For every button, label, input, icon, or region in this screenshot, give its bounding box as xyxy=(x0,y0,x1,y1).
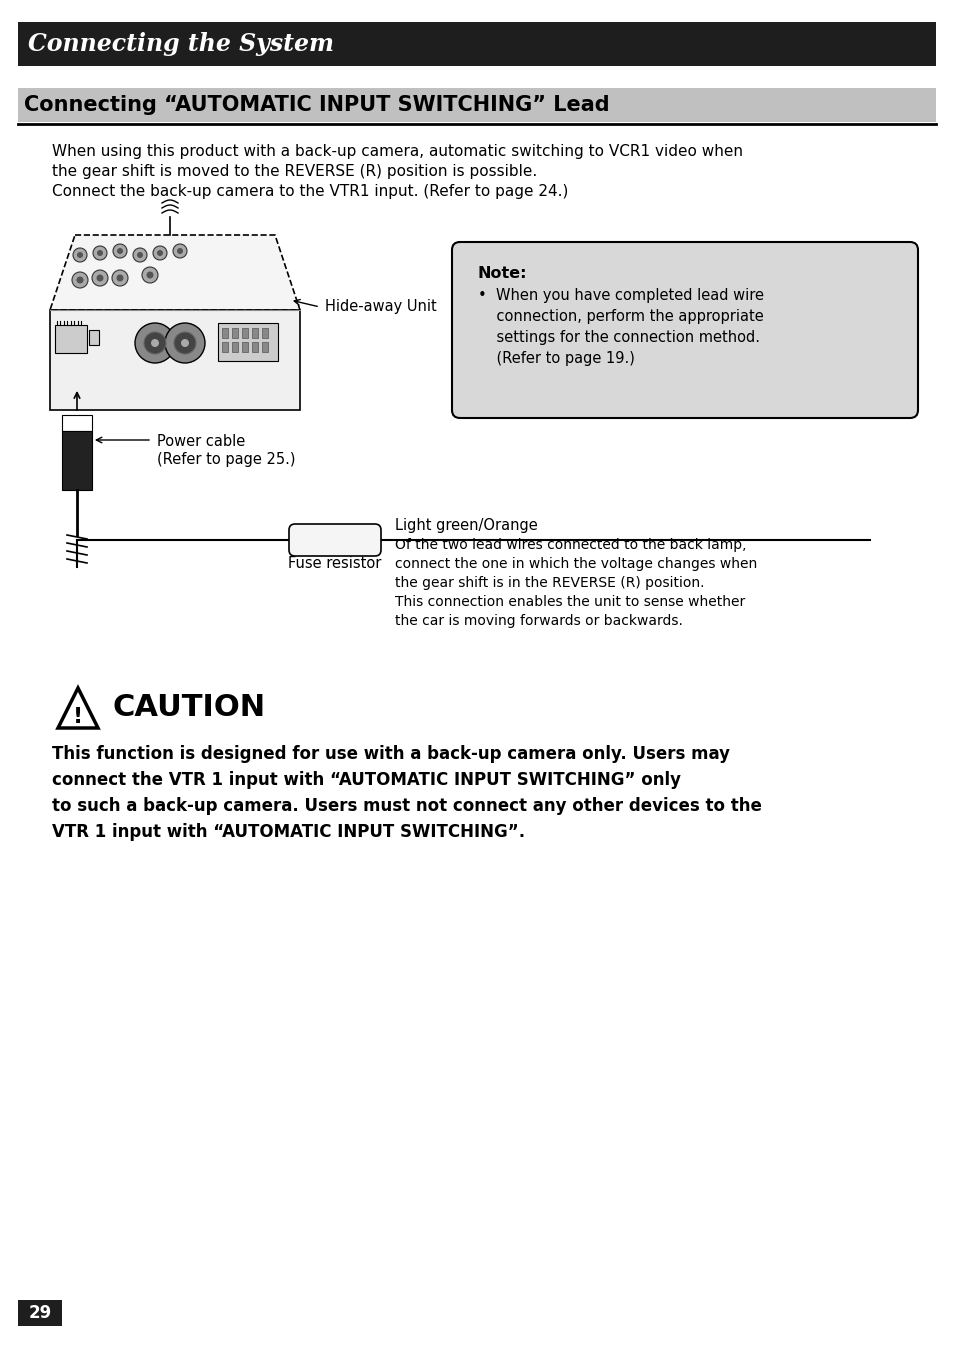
Bar xyxy=(62,431,91,491)
Text: Light green/Orange: Light green/Orange xyxy=(395,518,537,533)
Text: settings for the connection method.: settings for the connection method. xyxy=(477,331,760,346)
Circle shape xyxy=(137,252,143,257)
Bar xyxy=(242,328,248,337)
Bar xyxy=(50,310,299,411)
Text: connection, perform the appropriate: connection, perform the appropriate xyxy=(477,309,763,324)
Circle shape xyxy=(147,271,153,279)
Circle shape xyxy=(132,248,147,262)
Text: Note:: Note: xyxy=(477,266,527,280)
Text: CAUTION: CAUTION xyxy=(112,694,266,722)
Text: the car is moving forwards or backwards.: the car is moving forwards or backwards. xyxy=(395,614,682,627)
Circle shape xyxy=(96,275,103,282)
Circle shape xyxy=(91,270,108,286)
Bar xyxy=(262,328,268,337)
Circle shape xyxy=(71,272,88,289)
Bar xyxy=(252,328,257,337)
Circle shape xyxy=(144,332,166,354)
Text: VTR 1 input with “AUTOMATIC INPUT SWITCHING”.: VTR 1 input with “AUTOMATIC INPUT SWITCH… xyxy=(52,822,524,841)
Bar xyxy=(232,328,237,337)
Circle shape xyxy=(157,251,163,256)
Text: Connecting “AUTOMATIC INPUT SWITCHING” Lead: Connecting “AUTOMATIC INPUT SWITCHING” L… xyxy=(24,95,609,115)
Bar xyxy=(232,341,237,352)
Text: (Refer to page 19.): (Refer to page 19.) xyxy=(477,351,634,366)
Polygon shape xyxy=(50,234,299,310)
Circle shape xyxy=(177,248,183,253)
Bar xyxy=(218,322,277,360)
Text: When using this product with a back-up camera, automatic switching to VCR1 video: When using this product with a back-up c… xyxy=(52,144,742,159)
Bar xyxy=(55,325,87,354)
Bar xyxy=(222,328,228,337)
Bar xyxy=(262,341,268,352)
Circle shape xyxy=(151,339,159,347)
Text: Connect the back-up camera to the VTR1 input. (Refer to page 24.): Connect the back-up camera to the VTR1 i… xyxy=(52,184,568,199)
Bar xyxy=(18,22,935,66)
FancyBboxPatch shape xyxy=(452,243,917,417)
Text: Hide-away Unit: Hide-away Unit xyxy=(325,299,436,314)
Text: connect the VTR 1 input with “AUTOMATIC INPUT SWITCHING” only: connect the VTR 1 input with “AUTOMATIC … xyxy=(52,771,680,789)
Circle shape xyxy=(73,248,87,262)
Bar xyxy=(18,1299,62,1327)
Text: •  When you have completed lead wire: • When you have completed lead wire xyxy=(477,289,763,304)
Text: Of the two lead wires connected to the back lamp,: Of the two lead wires connected to the b… xyxy=(395,538,745,551)
Text: !: ! xyxy=(72,707,83,726)
Text: (Refer to page 25.): (Refer to page 25.) xyxy=(157,453,295,467)
Circle shape xyxy=(97,251,103,256)
Circle shape xyxy=(181,339,189,347)
Circle shape xyxy=(173,332,195,354)
Bar xyxy=(252,341,257,352)
Circle shape xyxy=(172,244,187,257)
Circle shape xyxy=(76,276,84,283)
Circle shape xyxy=(135,322,174,363)
Circle shape xyxy=(117,248,123,253)
Circle shape xyxy=(112,270,128,286)
Circle shape xyxy=(92,247,107,260)
Text: connect the one in which the voltage changes when: connect the one in which the voltage cha… xyxy=(395,557,757,570)
Circle shape xyxy=(112,244,127,257)
Text: This connection enables the unit to sense whether: This connection enables the unit to sens… xyxy=(395,595,744,608)
Bar xyxy=(18,88,935,122)
Bar xyxy=(89,331,99,346)
Circle shape xyxy=(77,252,83,257)
Text: This function is designed for use with a back-up camera only. Users may: This function is designed for use with a… xyxy=(52,745,729,763)
Text: Connecting the System: Connecting the System xyxy=(28,33,334,56)
Text: the gear shift is in the REVERSE (R) position.: the gear shift is in the REVERSE (R) pos… xyxy=(395,576,703,589)
Bar xyxy=(242,341,248,352)
Text: the gear shift is moved to the REVERSE (R) position is possible.: the gear shift is moved to the REVERSE (… xyxy=(52,164,537,179)
Text: Fuse resistor: Fuse resistor xyxy=(288,556,381,570)
Circle shape xyxy=(152,247,167,260)
Bar xyxy=(222,341,228,352)
Bar xyxy=(62,415,91,431)
Circle shape xyxy=(142,267,158,283)
Circle shape xyxy=(116,275,123,282)
FancyBboxPatch shape xyxy=(289,524,380,556)
Text: Power cable: Power cable xyxy=(157,434,245,449)
Text: to such a back-up camera. Users must not connect any other devices to the: to such a back-up camera. Users must not… xyxy=(52,797,761,814)
Polygon shape xyxy=(58,688,98,728)
Circle shape xyxy=(165,322,205,363)
Text: 29: 29 xyxy=(29,1304,51,1322)
